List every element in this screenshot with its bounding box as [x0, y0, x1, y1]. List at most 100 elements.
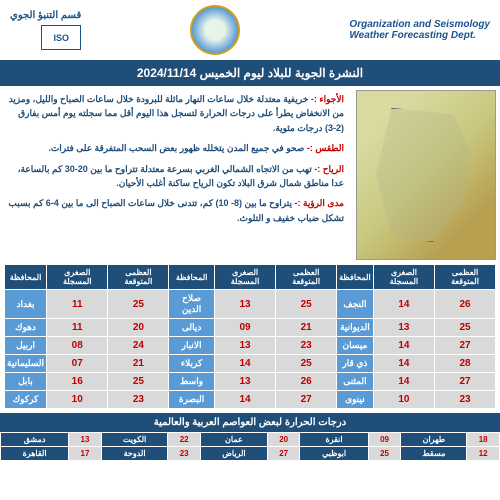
city-cell: البصرة: [169, 391, 215, 409]
header: Organization and Seismology Weather Fore…: [0, 0, 500, 60]
min-cell: 13: [214, 373, 275, 391]
city-cell: النجف: [337, 290, 374, 319]
max-cell: 26: [435, 290, 496, 319]
wind-label: الرياح :-: [314, 164, 344, 174]
max-cell: 27: [435, 337, 496, 355]
wind-body: تهب من الاتجاه الشمالي الغربي بسرعة معتد…: [18, 164, 344, 188]
max-cell: 24: [108, 337, 169, 355]
th-min: الصغرى المسجلة: [214, 265, 275, 290]
table-row: 2614النجف2513صلاح الدين2511بغداد: [5, 290, 496, 319]
max-cell: 26: [276, 373, 337, 391]
city-cell: ذي قار: [337, 355, 374, 373]
th-min: الصغرى المسجلة: [47, 265, 108, 290]
max-cell: 25: [435, 319, 496, 337]
min-cell: 14: [214, 355, 275, 373]
cap-city: مسقط: [401, 447, 467, 461]
cap-city: طهران: [401, 433, 467, 447]
city-cell: صلاح الدين: [169, 290, 215, 319]
cap-city: الدوحة: [101, 447, 168, 461]
content-row: الأجواء :- خريفية معتدلة خلال ساعات النه…: [0, 86, 500, 264]
capitals-row: 12مسقط25ابوظبي27الرياض23الدوحة17القاهرة: [1, 447, 500, 461]
org-en-line1: Organization and Seismology: [349, 19, 490, 30]
th-gov: المحافظة: [337, 265, 374, 290]
city-cell: دهوك: [5, 319, 47, 337]
header-right-block: قسم التنبؤ الجوي ISO: [10, 10, 81, 50]
cap-city: الكويت: [101, 433, 168, 447]
max-cell: 25: [276, 290, 337, 319]
min-cell: 11: [47, 319, 108, 337]
cap-city: ابوظبي: [300, 447, 368, 461]
city-cell: اربيل: [5, 337, 47, 355]
city-cell: ديالى: [169, 319, 215, 337]
visibility-label: مدى الرؤية :-: [295, 198, 344, 208]
wind-item: الرياح :- تهب من الاتجاه الشمالي الغربي …: [8, 162, 344, 191]
min-cell: 14: [373, 290, 434, 319]
capitals-title: درجات الحرارة لبعض العواصم العربية والعا…: [0, 413, 500, 432]
table-row: 2513الديوانية2109ديالى2011دهوك: [5, 319, 496, 337]
org-arabic: قسم التنبؤ الجوي: [10, 10, 81, 21]
iraq-map: [356, 90, 496, 260]
cap-val: 09: [368, 433, 401, 447]
th-max: العظمى المتوقعة: [108, 265, 169, 290]
cap-val: 12: [467, 447, 500, 461]
min-cell: 13: [214, 337, 275, 355]
weather-body: خريفية معتدلة خلال ساعات النهار مائلة لل…: [9, 94, 344, 133]
cap-val: 18: [467, 433, 500, 447]
max-cell: 23: [108, 391, 169, 409]
min-cell: 14: [373, 337, 434, 355]
weather-label: الأجواء :-: [311, 94, 344, 104]
th-gov: المحافظة: [169, 265, 215, 290]
city-cell: المثنى: [337, 373, 374, 391]
cap-val: 27: [267, 447, 300, 461]
sky-label: الطقس :-: [307, 143, 344, 153]
forecast-text: الأجواء :- خريفية معتدلة خلال ساعات النه…: [0, 86, 352, 264]
iso-badge: ISO: [41, 25, 81, 50]
min-cell: 08: [47, 337, 108, 355]
city-cell: كربلاء: [169, 355, 215, 373]
temperature-section: العظمى المتوقعة الصغرى المسجلة المحافظة …: [0, 264, 500, 409]
table-row: 2310نينوى2714البصرة2310كركوك: [5, 391, 496, 409]
temperature-table: العظمى المتوقعة الصغرى المسجلة المحافظة …: [4, 264, 496, 409]
table-row: 2814ذي قار2514كربلاء2107السليمانية: [5, 355, 496, 373]
min-cell: 13: [373, 319, 434, 337]
city-cell: الديوانية: [337, 319, 374, 337]
max-cell: 28: [435, 355, 496, 373]
org-english: Organization and Seismology Weather Fore…: [349, 19, 490, 41]
weather-item: الأجواء :- خريفية معتدلة خلال ساعات النه…: [8, 92, 344, 135]
max-cell: 27: [276, 391, 337, 409]
iso-text: ISO: [53, 33, 69, 43]
cap-city: عمان: [201, 433, 268, 447]
city-cell: بغداد: [5, 290, 47, 319]
max-cell: 25: [108, 290, 169, 319]
th-min: الصغرى المسجلة: [373, 265, 434, 290]
city-cell: كركوك: [5, 391, 47, 409]
min-cell: 07: [47, 355, 108, 373]
cap-city: الرياض: [201, 447, 268, 461]
city-cell: الانبار: [169, 337, 215, 355]
max-cell: 21: [108, 355, 169, 373]
city-cell: ميسان: [337, 337, 374, 355]
cap-city: القاهرة: [1, 447, 69, 461]
max-cell: 27: [435, 373, 496, 391]
min-cell: 16: [47, 373, 108, 391]
max-cell: 25: [276, 355, 337, 373]
min-cell: 14: [373, 373, 434, 391]
max-cell: 25: [108, 373, 169, 391]
min-cell: 13: [214, 290, 275, 319]
logo-icon: [190, 5, 240, 55]
max-cell: 23: [276, 337, 337, 355]
min-cell: 14: [214, 391, 275, 409]
cap-val: 23: [168, 447, 201, 461]
max-cell: 23: [435, 391, 496, 409]
capitals-row: 18طهران09انقرة20عمان22الكويت13دمشق: [1, 433, 500, 447]
table-row: 2714ميسان2313الانبار2408اربيل: [5, 337, 496, 355]
th-gov: المحافظة: [5, 265, 47, 290]
min-cell: 09: [214, 319, 275, 337]
cap-city: دمشق: [1, 433, 69, 447]
cap-val: 25: [368, 447, 401, 461]
th-max: العظمى المتوقعة: [435, 265, 496, 290]
visibility-item: مدى الرؤية :- يتراوح ما بين (8- 10) كم، …: [8, 196, 344, 225]
sky-body: صحو في جميع المدن يتخلله ظهور بعض السحب …: [48, 143, 304, 153]
cap-val: 20: [267, 433, 300, 447]
city-cell: السليمانية: [5, 355, 47, 373]
